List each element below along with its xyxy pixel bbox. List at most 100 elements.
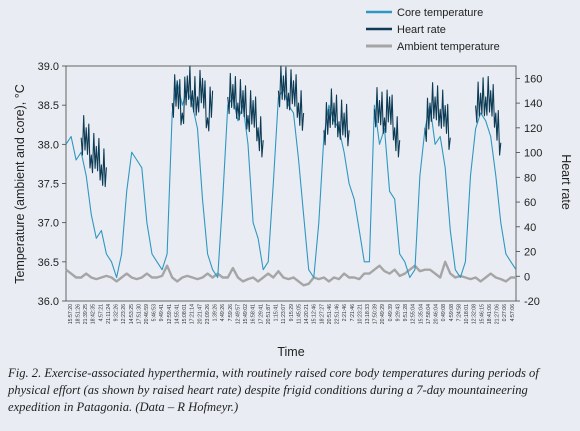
x-tick-label: 2:21:46 <box>342 304 348 321</box>
left-tick-label: 36.5 <box>38 257 59 269</box>
x-tick-label: 17:58:04 <box>426 304 432 324</box>
left-tick-label: 37.5 <box>38 179 59 191</box>
x-tick-label: 20:46:59 <box>144 304 150 324</box>
x-tick-label: 5:46:53 <box>152 304 158 321</box>
right-tick-label: 60 <box>524 197 536 209</box>
x-tick-label: 23:09:26 <box>205 304 211 324</box>
x-tick-label: 13:18:33 <box>365 304 371 324</box>
x-tick-label: 10:23:21 <box>357 304 363 324</box>
series-heart-rate <box>475 75 502 156</box>
x-tick-label: 18:51:26 <box>75 304 81 324</box>
right-tick-label: 0 <box>524 271 530 283</box>
plot-frame <box>65 65 517 302</box>
x-axis-title: Time <box>277 345 304 359</box>
x-tick-label: 11:45:05 <box>296 304 302 324</box>
chart-canvas: 36.0 36.5 37.0 37.5 38.0 38.5 39.0 -20 0 20 40 60 8… <box>13 7 573 359</box>
right-tick-label: 160 <box>524 73 542 85</box>
x-tick-label: 7:21:46 <box>350 304 356 321</box>
x-tick-label: 15:57:20 <box>68 304 74 324</box>
x-tick-label: 18:42:35 <box>91 304 97 324</box>
x-tick-label: 12:23:26 <box>121 304 127 324</box>
x-tick-label: 17:29:41 <box>258 304 264 324</box>
right-tick-label: 120 <box>524 123 542 135</box>
series-heart-rate <box>277 65 305 131</box>
x-tick-label: 14:53:25 <box>129 304 135 324</box>
series-layer <box>65 65 517 287</box>
left-tick-label: 39.0 <box>38 61 59 73</box>
x-tick-label: 17:21:14 <box>190 304 196 324</box>
series-heart-rate <box>424 82 451 151</box>
legend-label-heart: Heart rate <box>397 24 446 36</box>
legend: Core temperature Heart rate Ambient temp… <box>366 7 500 53</box>
x-tick-label: 20:51:46 <box>327 304 333 324</box>
x-tick-label: 0:49:08 <box>441 304 447 321</box>
right-tick-label: 80 <box>524 172 536 184</box>
series-heart-rate <box>323 88 350 147</box>
x-tick-label: 0:27:06 <box>502 304 508 321</box>
series-core-temperature <box>65 81 517 279</box>
series-heart-rate <box>373 87 401 158</box>
x-tick-label: 9:32:26 <box>114 304 120 321</box>
series-heart-rate <box>80 114 107 188</box>
x-tick-label: 20:46:04 <box>434 304 440 324</box>
x-tick-label: 21:27:06 <box>495 304 501 324</box>
x-tick-label: 12:59:41 <box>167 304 173 324</box>
right-tick-label: 140 <box>524 98 542 110</box>
x-tick-label: 15:08:01 <box>182 304 188 324</box>
x-axis: 15:57:20 18:51:26 21:39:25 18:42:35 4:57:21 2… <box>68 304 516 324</box>
x-tick-label: 12:49:57 <box>235 304 241 324</box>
left-tick-label: 38.5 <box>38 100 59 112</box>
x-tick-label: 12:55:04 <box>411 304 417 324</box>
x-tick-label: 21:11:24 <box>106 304 112 324</box>
x-tick-label: 12:32:08 <box>472 304 478 324</box>
right-axis: -20 0 20 40 60 80 100 120 140 160 <box>516 73 542 308</box>
legend-label-core: Core temperature <box>397 7 483 19</box>
x-tick-label: 14:55:41 <box>174 304 180 324</box>
y-axis-left-title: Temperature (ambient and core), °C <box>13 84 27 284</box>
y-axis-right-title: Heart rate <box>559 154 573 210</box>
x-tick-label: 7:59:26 <box>228 304 234 321</box>
x-tick-label: 10:18:01 <box>464 304 470 324</box>
x-tick-label: 22:51:46 <box>335 304 341 324</box>
x-tick-label: 1:39:26 <box>213 304 219 321</box>
x-tick-label: 0:49:39 <box>388 304 394 321</box>
series-heart-rate <box>171 65 214 132</box>
x-tick-label: 15:35:04 <box>418 304 424 324</box>
left-tick-label: 38.0 <box>38 139 59 151</box>
x-tick-label: 7:24:58 <box>456 304 462 321</box>
x-tick-label: 17:50:39 <box>373 304 379 324</box>
x-tick-label: 9:15:29 <box>289 304 295 321</box>
x-tick-label: 1:15:41 <box>274 304 280 321</box>
right-tick-label: 100 <box>524 148 542 160</box>
figure-caption: Fig. 2. Exercise-associated hyperthermia… <box>8 366 539 414</box>
left-axis: 36.0 36.5 37.0 37.5 38.0 38.5 39.0 <box>38 61 66 308</box>
x-tick-label: 21:39:25 <box>83 304 89 324</box>
x-tick-label: 4:57:21 <box>98 304 104 321</box>
x-tick-label: 9:51:28 <box>403 304 409 321</box>
x-tick-label: 20:21:47 <box>197 304 203 324</box>
x-tick-label: 14:20:21 <box>304 304 310 324</box>
right-tick-label: 40 <box>524 222 536 234</box>
x-tick-label: 15:46:15 <box>479 304 485 324</box>
right-tick-label: 20 <box>524 247 536 259</box>
x-tick-label: 20:51:87 <box>266 304 272 324</box>
x-tick-label: 4:57:06 <box>510 304 516 321</box>
left-tick-label: 36.0 <box>38 296 59 308</box>
x-tick-label: 15:12:46 <box>312 304 318 324</box>
right-tick-label: -20 <box>524 296 540 308</box>
x-tick-label: 16:58:41 <box>251 304 257 324</box>
x-tick-label: 18:41:06 <box>487 304 493 324</box>
x-tick-label: 9:49:41 <box>159 304 165 321</box>
x-tick-label: 15:49:02 <box>243 304 249 324</box>
x-tick-label: 17:51:30 <box>136 304 142 324</box>
x-tick-label: 4:59:08 <box>449 304 455 321</box>
x-tick-label: 11:23:07 <box>281 304 287 324</box>
x-tick-label: 9:29:43 <box>395 304 401 321</box>
series-heart-rate <box>227 72 264 158</box>
series-ambient-temperature <box>65 260 516 287</box>
x-tick-label: 18:27:27 <box>319 304 325 324</box>
x-tick-label: 20:49:29 <box>380 304 386 324</box>
left-tick-label: 37.0 <box>38 218 59 230</box>
legend-label-ambient: Ambient temperature <box>397 41 500 53</box>
